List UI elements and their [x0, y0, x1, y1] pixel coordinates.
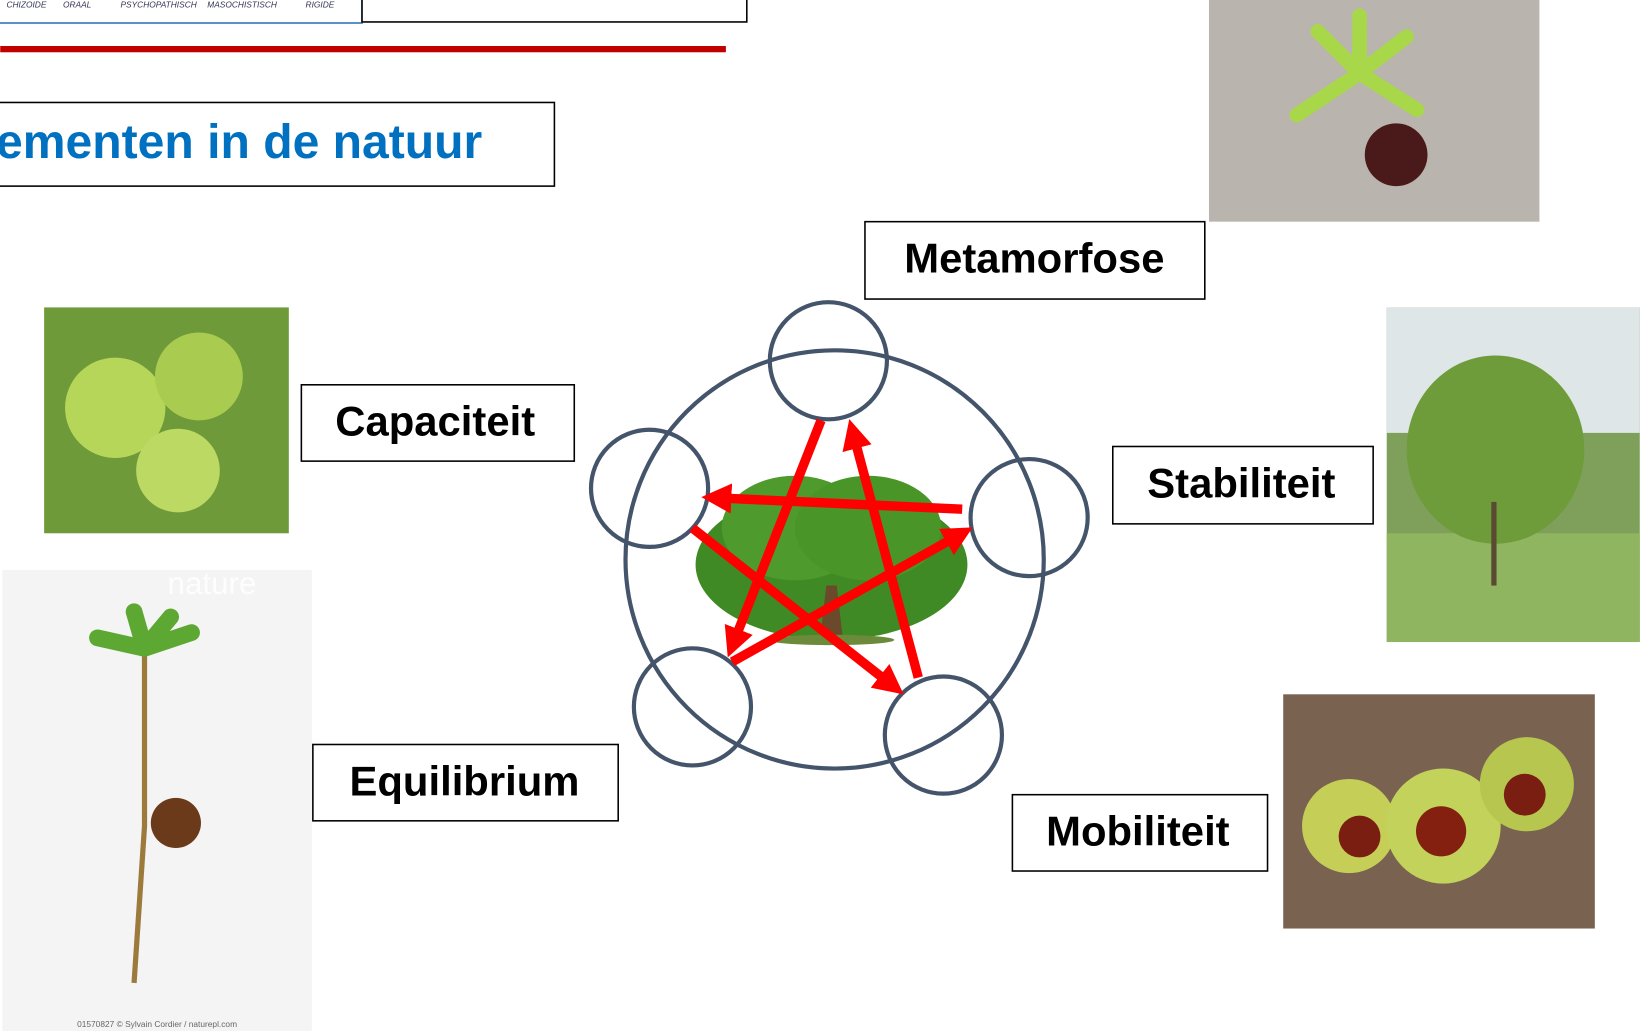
- photo-chestnuts: [1283, 694, 1595, 928]
- photo-sprout: nature 01570827 © Sylvain Cordier / natu…: [2, 566, 312, 1031]
- node-circle: [591, 430, 708, 547]
- label: Stabiliteit: [1147, 459, 1335, 506]
- label: Mobiliteit: [1046, 807, 1230, 854]
- header-tab: CHIZOIDE: [6, 0, 46, 9]
- photo-caption: 01570827 © Sylvain Cordier / naturepl.co…: [77, 1019, 237, 1029]
- watermark: nature: [168, 566, 257, 601]
- label: Capaciteit: [335, 398, 535, 445]
- header-tab: RIGIDE: [306, 0, 335, 9]
- header-tab: PSYCHOPATHISCH: [120, 0, 197, 9]
- node-circle: [971, 459, 1088, 576]
- photo-seedling-top: [1209, 0, 1539, 222]
- header-tab: ORAAL: [63, 0, 92, 9]
- header-box: [362, 0, 747, 22]
- header-tab: MASOCHISTISCH: [207, 0, 278, 9]
- photo-tree: [1387, 307, 1640, 642]
- label: Metamorfose: [904, 234, 1164, 281]
- red-rule: [0, 46, 726, 52]
- title: ementen in de natuur: [0, 115, 482, 169]
- slide: CHIZOIDE ORAAL PSYCHOPATHISCH MASOCHISTI…: [0, 0, 1640, 1031]
- photo-burrs: [44, 307, 289, 533]
- label: Equilibrium: [349, 757, 579, 804]
- page: {"header": {"tabs": ["CHIZOIDE", "ORAAL"…: [0, 0, 1640, 1031]
- node-circle: [634, 648, 751, 765]
- node-circle: [885, 677, 1002, 794]
- node-circle: [770, 302, 887, 419]
